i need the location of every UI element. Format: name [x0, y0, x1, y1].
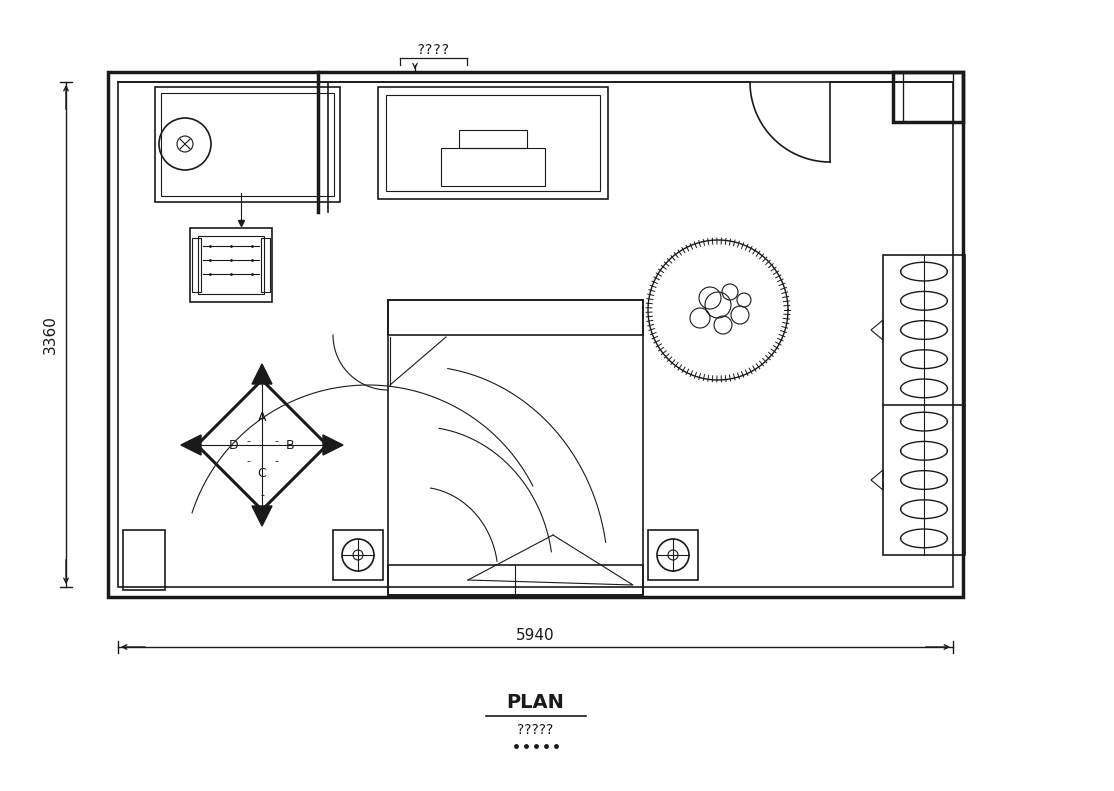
Bar — [162, 93, 334, 196]
Bar — [378, 87, 608, 199]
Text: -: - — [246, 456, 250, 466]
Polygon shape — [252, 506, 272, 526]
Bar — [903, 72, 952, 122]
Text: -: - — [260, 490, 264, 500]
Text: 5940: 5940 — [516, 627, 555, 642]
Bar — [190, 228, 272, 302]
Bar — [388, 300, 643, 595]
Bar — [883, 255, 965, 555]
Text: -: - — [274, 436, 278, 446]
Bar — [388, 300, 643, 335]
Text: 3360: 3360 — [42, 315, 58, 354]
Bar — [198, 236, 264, 294]
Text: D: D — [229, 438, 238, 452]
Text: -: - — [274, 456, 278, 466]
Bar — [459, 130, 527, 148]
Polygon shape — [252, 364, 272, 384]
Polygon shape — [323, 435, 343, 455]
Bar — [333, 530, 383, 580]
Bar — [385, 95, 600, 191]
Bar — [118, 82, 952, 587]
Bar — [441, 148, 545, 186]
Text: B: B — [285, 438, 294, 452]
Bar — [261, 238, 270, 292]
Bar — [155, 87, 340, 202]
Text: PLAN: PLAN — [507, 692, 565, 711]
Bar — [192, 238, 201, 292]
Text: ????: ???? — [417, 43, 450, 57]
Text: -: - — [246, 436, 250, 446]
Polygon shape — [180, 435, 201, 455]
Bar — [108, 72, 962, 597]
Bar — [893, 72, 962, 122]
Text: ?????: ????? — [517, 723, 554, 737]
Text: A: A — [257, 411, 266, 423]
Bar — [648, 530, 698, 580]
Bar — [388, 565, 643, 595]
Text: C: C — [257, 467, 266, 479]
Bar — [123, 530, 165, 590]
